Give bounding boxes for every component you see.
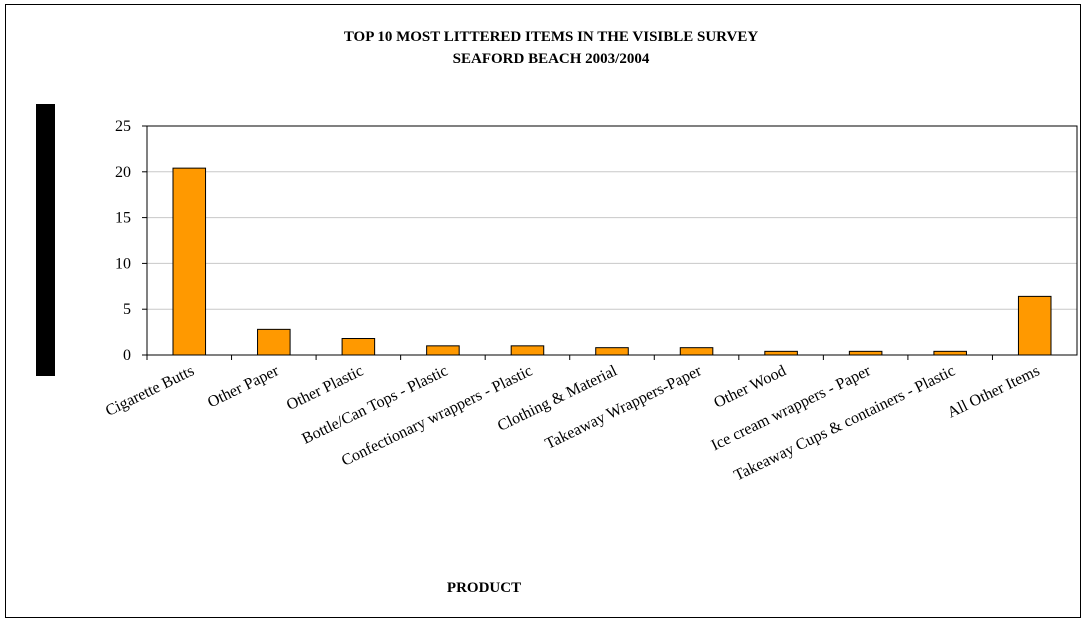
y-tick-label: 15 bbox=[115, 210, 131, 227]
y-axis-label-bar bbox=[36, 104, 55, 376]
y-tick-label: 0 bbox=[123, 347, 131, 364]
bar bbox=[933, 350, 967, 356]
y-tick-label: 10 bbox=[115, 255, 131, 272]
y-tick-label: 20 bbox=[115, 164, 131, 181]
y-tick-label: 5 bbox=[123, 301, 131, 318]
chart-title-line-1: TOP 10 MOST LITTERED ITEMS IN THE VISIBL… bbox=[344, 29, 758, 45]
bar bbox=[172, 167, 207, 356]
bar bbox=[679, 347, 714, 356]
bar bbox=[426, 345, 460, 356]
bar bbox=[848, 350, 883, 356]
gridlines bbox=[147, 171, 1077, 310]
x-category-label: Bottle/Can Tops - Plastic bbox=[299, 362, 450, 447]
x-category-label: Takeaway Wrappers-Paper bbox=[543, 362, 705, 453]
x-axis-title: PRODUCT bbox=[447, 580, 521, 596]
plot-area-border bbox=[146, 125, 1078, 356]
y-tick-label: 25 bbox=[115, 118, 131, 135]
bar bbox=[257, 328, 291, 356]
bar bbox=[595, 347, 629, 356]
x-category-label: All Other Items bbox=[945, 362, 1043, 421]
bar bbox=[1017, 295, 1052, 356]
x-category-label: Other Wood bbox=[711, 362, 789, 411]
x-axis-category-labels: Cigarette Butts Other Paper Other PlasticB… bbox=[103, 355, 1043, 484]
x-category-label: Other Paper bbox=[205, 362, 282, 411]
bar bbox=[510, 345, 545, 356]
bar bbox=[764, 350, 798, 356]
bar bbox=[341, 338, 376, 356]
x-category-label: Cigarette Butts bbox=[103, 362, 197, 420]
chart-title-line-2: SEAFORD BEACH 2003/2004 bbox=[453, 51, 650, 67]
bars bbox=[172, 167, 1052, 356]
y-axis-ticks: 0 5 10 15 20 25 bbox=[115, 118, 147, 364]
